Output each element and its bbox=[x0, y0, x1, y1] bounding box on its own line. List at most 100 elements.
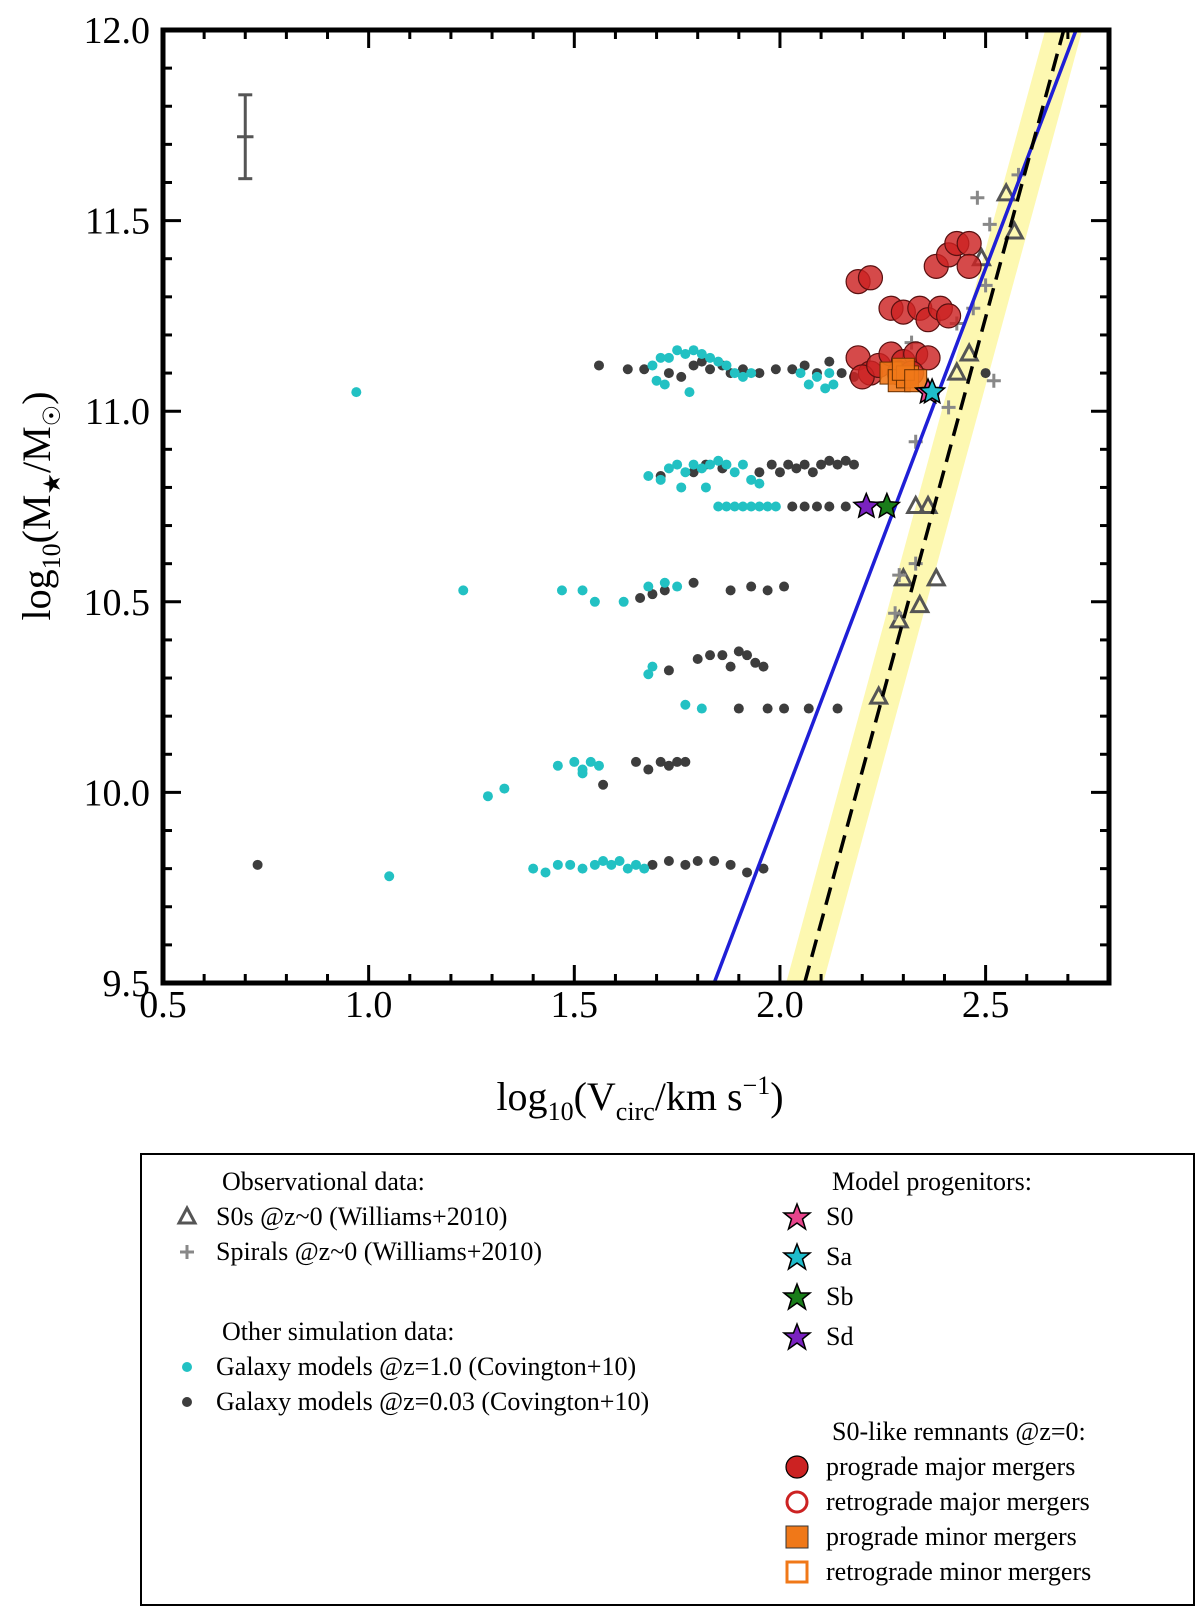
covington_z003-point bbox=[848, 459, 859, 470]
chart: 0.5 1.0 1.5 2.0 2.5 9.5 10.0 10.5 11.0 11.5 12.0 l… bbox=[14, 10, 1112, 1126]
x-axis-label: log10(Vcirc/km s−1) bbox=[496, 1071, 783, 1126]
legend-label: S0 bbox=[826, 1202, 854, 1231]
covington_z003-point bbox=[647, 589, 658, 600]
y-tick-label: 9.5 bbox=[103, 963, 151, 1005]
covington_z1-point bbox=[672, 459, 683, 470]
legend: Observational data: S0s @z~0 (Williams+2… bbox=[140, 1153, 1195, 1606]
covington_z1-point bbox=[647, 360, 658, 371]
covington_z003-point bbox=[803, 703, 814, 714]
covington_z1-point bbox=[737, 371, 748, 382]
covington_z003-point bbox=[655, 756, 666, 767]
covington_z003-point bbox=[762, 703, 773, 714]
covington_z1-point bbox=[713, 356, 724, 367]
legend-observational-title: Observational data: bbox=[222, 1167, 425, 1196]
covington_z003-point bbox=[659, 585, 670, 596]
covington_z1-point bbox=[680, 699, 691, 710]
filled-square-icon bbox=[785, 1525, 809, 1549]
covington_z003-point bbox=[647, 859, 658, 870]
covington_z1-point bbox=[589, 596, 600, 607]
covington_z003-point bbox=[746, 581, 757, 592]
covington_z1-point bbox=[659, 379, 670, 390]
covington_z1-point bbox=[811, 371, 822, 382]
covington_z003-point bbox=[663, 856, 674, 867]
covington_z1-point bbox=[762, 501, 773, 512]
covington_z003-point bbox=[692, 653, 703, 664]
covington_z003-point bbox=[762, 585, 773, 596]
covington_z003-point bbox=[705, 650, 716, 661]
y-tick-label: 11.5 bbox=[85, 201, 150, 243]
covington_z003-point bbox=[787, 501, 798, 512]
dashed-fit-line bbox=[802, 30, 1066, 983]
covington_z1-point bbox=[828, 379, 839, 390]
covington_z003-point bbox=[980, 368, 991, 379]
covington_z003-point bbox=[791, 463, 802, 474]
covington_z003-point bbox=[680, 859, 691, 870]
covington_z1-point bbox=[458, 585, 469, 596]
covington_z1-point bbox=[824, 368, 835, 379]
covington_z1-point bbox=[643, 581, 654, 592]
covington_z1-point bbox=[647, 661, 658, 672]
covington_z003-point bbox=[774, 467, 785, 478]
covington_z003-point bbox=[725, 859, 736, 870]
covington_z1-point bbox=[643, 471, 654, 482]
covington_z003-point bbox=[635, 592, 646, 603]
covington_z003-point bbox=[639, 364, 650, 375]
covington_z1-point bbox=[663, 463, 674, 474]
legend-label: retrograde major mergers bbox=[826, 1487, 1090, 1516]
covington_z003-point bbox=[779, 581, 790, 592]
covington_z003-point bbox=[676, 371, 687, 382]
covington_z1-point bbox=[351, 387, 362, 398]
gray-dot-icon bbox=[182, 1397, 192, 1407]
prograde_major-point bbox=[956, 253, 982, 279]
covington_z1-point bbox=[737, 501, 748, 512]
legend-label: Spirals @z~0 (Williams+2010) bbox=[216, 1237, 543, 1266]
progenitors-point bbox=[872, 491, 902, 519]
covington_z1-point bbox=[577, 585, 588, 596]
covington_z003-point bbox=[766, 459, 777, 470]
covington_z1-point bbox=[618, 596, 629, 607]
legend-remnants-title: S0-like remnants @z=0: bbox=[832, 1417, 1086, 1446]
covington_z1-point bbox=[552, 760, 563, 771]
covington_z003-point bbox=[631, 756, 641, 767]
covington_z1-point bbox=[655, 474, 666, 485]
spirals-point bbox=[892, 568, 907, 583]
covington_z003-point bbox=[840, 455, 851, 466]
progenitors-point bbox=[852, 491, 881, 519]
covington_z1-point bbox=[552, 859, 563, 870]
spirals-point bbox=[970, 190, 985, 205]
covington_z1-point bbox=[713, 455, 724, 466]
covington_z003-point bbox=[725, 585, 736, 596]
covington_z1-point bbox=[659, 577, 670, 588]
covington_z1-point bbox=[643, 669, 654, 680]
covington_z1-point bbox=[499, 783, 510, 794]
covington_z1-point bbox=[696, 703, 707, 714]
covington_z003-point bbox=[832, 459, 843, 470]
covington_z1-point bbox=[688, 345, 699, 356]
covington_z003-point bbox=[754, 368, 765, 379]
covington_z1-point bbox=[482, 791, 493, 802]
s0s-point bbox=[905, 494, 927, 514]
covington_z003-point bbox=[692, 856, 703, 867]
covington_z003-point bbox=[663, 760, 674, 771]
covington_z003-point bbox=[737, 364, 748, 375]
covington_z1-point bbox=[622, 863, 633, 874]
covington_z1-point bbox=[606, 859, 617, 870]
y-tick-label: 12.0 bbox=[84, 10, 151, 52]
covington_z1-point bbox=[705, 352, 716, 363]
covington_z1-point bbox=[672, 345, 683, 356]
covington_z1-point bbox=[540, 867, 551, 878]
covington_z003-point bbox=[688, 467, 699, 478]
axis-ticks bbox=[161, 28, 1111, 985]
covington_z1-point bbox=[680, 467, 691, 478]
star-marker-icon bbox=[782, 1322, 812, 1351]
s0s-point bbox=[925, 566, 947, 587]
covington_z003-point bbox=[643, 764, 654, 775]
covington_z1-point bbox=[577, 768, 588, 779]
covington_z003-point bbox=[779, 703, 790, 714]
covington_z003-point bbox=[750, 657, 761, 668]
covington_z003-point bbox=[816, 459, 827, 470]
covington_z1-point bbox=[688, 459, 699, 470]
covington_z1-point bbox=[746, 474, 757, 485]
x-tick-label: 1.0 bbox=[345, 984, 393, 1026]
covington_z1-point bbox=[680, 349, 691, 360]
